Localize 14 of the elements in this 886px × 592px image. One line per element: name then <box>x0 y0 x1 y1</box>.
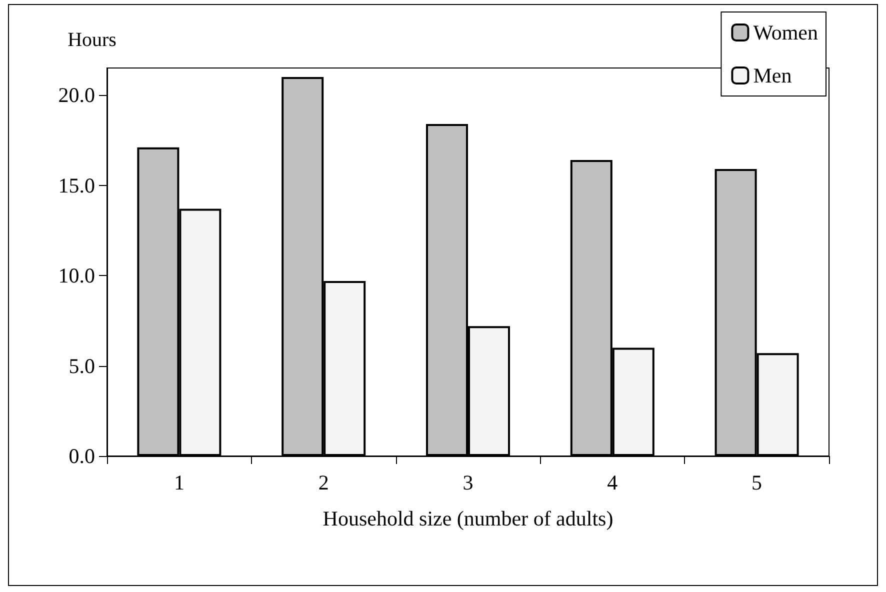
y-tick-label: 15.0 <box>58 173 95 198</box>
x-axis-title: Household size (number of adults) <box>322 506 614 530</box>
y-tick-label: 0.0 <box>68 444 95 468</box>
x-tick-label: 2 <box>318 470 329 494</box>
x-tick-label: 1 <box>174 470 184 494</box>
y-axis-title: Hours <box>68 29 117 51</box>
y-tick-label: 10.0 <box>58 264 95 288</box>
y-tick-label: 5.0 <box>68 354 95 378</box>
x-tick-label: 4 <box>607 470 618 494</box>
legend-label: Men <box>753 64 792 88</box>
y-tick-label: 20.0 <box>58 83 95 108</box>
legend-label: Women <box>753 20 818 44</box>
x-tick-label: 3 <box>462 470 474 494</box>
x-tick-label: 5 <box>752 470 762 494</box>
